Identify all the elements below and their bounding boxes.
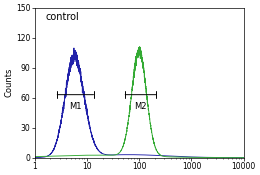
Text: control: control — [45, 12, 79, 22]
Text: M2: M2 — [134, 102, 147, 111]
Text: M1: M1 — [69, 102, 82, 111]
Y-axis label: Counts: Counts — [4, 68, 13, 97]
